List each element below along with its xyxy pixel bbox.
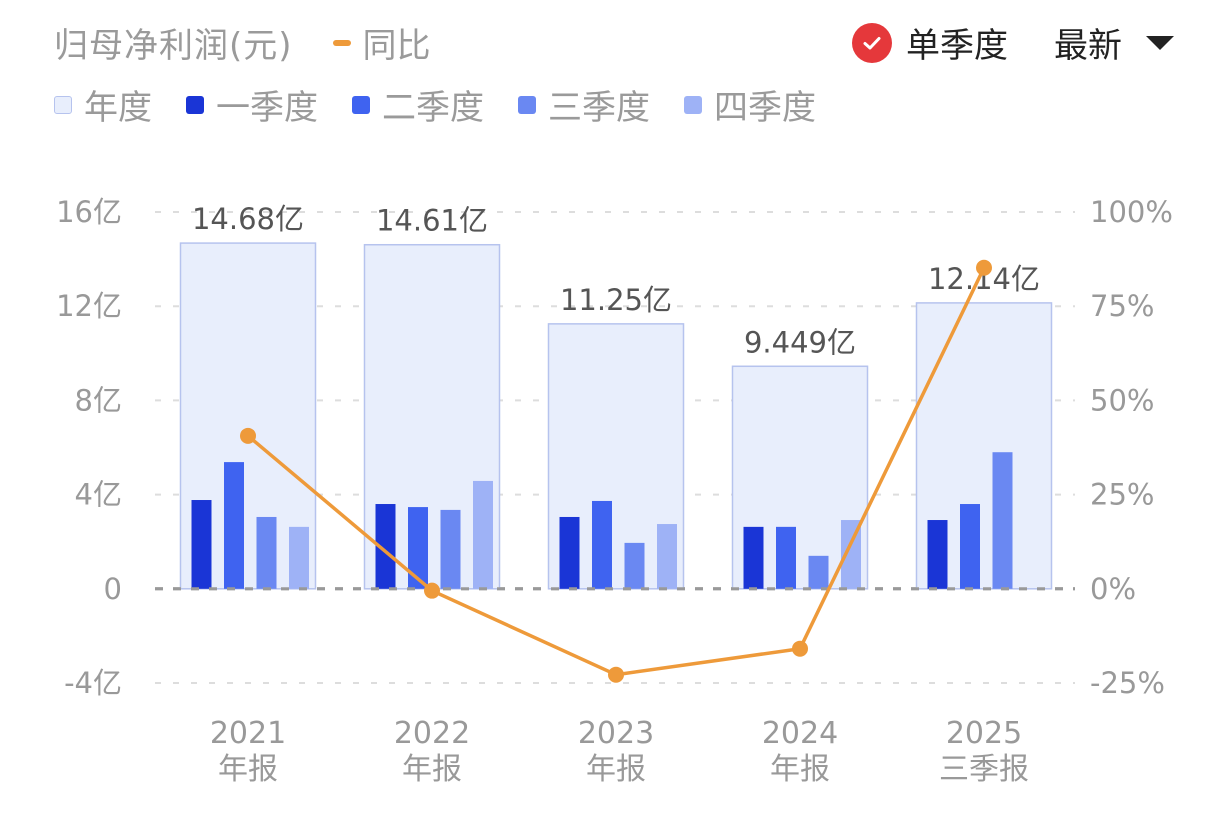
quarter-bar-q2[interactable] (408, 507, 428, 589)
y-axis-left-tick: 12亿 (56, 289, 122, 323)
yoy-point[interactable] (976, 259, 992, 276)
y-axis-left-tick: 4亿 (75, 478, 122, 512)
quarter-bar-q3[interactable] (256, 516, 277, 589)
yoy-point[interactable] (424, 582, 440, 599)
quarter-bar-q4[interactable] (657, 524, 677, 589)
x-axis-category-label: 年报 (770, 752, 830, 787)
y-axis-left-tick: 8亿 (75, 383, 122, 417)
x-axis-category-label: 2023 (578, 716, 654, 751)
legend-item-yoy[interactable]: 同比 (332, 18, 431, 67)
legend-item-annual[interactable]: 年度 (54, 80, 152, 129)
quarter-bar-q1[interactable] (559, 516, 580, 589)
x-axis-category-label: 2024 (762, 716, 838, 751)
quarter-bar-q2[interactable] (960, 504, 980, 589)
single-quarter-toggle[interactable]: 单季度 (906, 26, 1008, 66)
legend-item-q2[interactable]: 二季度 (352, 80, 484, 129)
x-axis-category-label: 年报 (218, 752, 278, 787)
quarter-bar-q2[interactable] (776, 526, 796, 589)
chart-controls: 单季度 最新 (852, 18, 1174, 67)
quarter-bar-q3[interactable] (808, 555, 829, 589)
quarter-bar-q4[interactable] (473, 480, 493, 589)
annual-value-label: 14.68亿 (192, 202, 304, 236)
checkbox-checked-icon[interactable] (852, 22, 892, 63)
y-axis-right-tick: 50% (1090, 383, 1154, 417)
x-axis-category-label: 年报 (402, 752, 462, 787)
bar-group[interactable]: 14.68亿 (179, 202, 317, 590)
legend-item-q4[interactable]: 四季度 (684, 80, 816, 129)
x-axis-category-label: 年报 (586, 752, 646, 787)
quarter-bar-q4[interactable] (289, 526, 309, 589)
annual-value-label: 9.449亿 (744, 325, 856, 359)
chart-title: 归母净利润(元) (54, 26, 293, 66)
x-axis-category-label: 三季报 (939, 752, 1029, 787)
q3-swatch-icon (518, 95, 536, 114)
quarter-bar-q4[interactable] (841, 520, 861, 589)
q2-swatch-icon (352, 95, 370, 114)
period-select[interactable]: 最新 (1054, 26, 1122, 66)
annual-value-label: 11.25亿 (560, 283, 672, 317)
legend-label: 年度 (84, 88, 152, 128)
x-axis-category-label: 2025 (946, 716, 1022, 751)
legend-label: 三季度 (548, 88, 650, 128)
legend: 年度 一季度 二季度 三季度 四季度 (54, 80, 850, 129)
bar-group[interactable]: 14.61亿 (363, 204, 501, 590)
y-axis-right-tick: -25% (1090, 666, 1165, 700)
quarter-bar-q3[interactable] (992, 452, 1013, 589)
quarter-bar-q2[interactable] (592, 500, 612, 589)
yoy-point[interactable] (792, 640, 808, 657)
legend-item-q3[interactable]: 三季度 (518, 80, 650, 129)
legend-label: 一季度 (216, 88, 318, 128)
legend-label: 四季度 (714, 88, 816, 128)
quarter-bar-q1[interactable] (191, 500, 212, 589)
quarter-bar-q3[interactable] (440, 509, 461, 589)
quarter-bar-q3[interactable] (624, 542, 645, 589)
legend-label: 二季度 (382, 88, 484, 128)
bar-group[interactable]: 11.25亿 (547, 283, 685, 590)
y-axis-left-tick: 16亿 (56, 195, 122, 229)
quarter-bar-q1[interactable] (743, 526, 764, 589)
legend-label-yoy: 同比 (362, 26, 431, 66)
quarter-bar-q1[interactable] (375, 504, 396, 589)
legend-item-q1[interactable]: 一季度 (186, 80, 318, 129)
yoy-point[interactable] (240, 427, 256, 444)
quarter-bar-q2[interactable] (224, 462, 244, 589)
y-axis-left-tick: 0 (104, 572, 122, 606)
y-axis-left-tick: -4亿 (64, 666, 122, 700)
q1-swatch-icon (186, 95, 204, 114)
title-row: 归母净利润(元) 同比 (54, 18, 431, 67)
annual-swatch-icon (54, 95, 72, 114)
y-axis-right-tick: 25% (1090, 478, 1154, 512)
q4-swatch-icon (684, 95, 702, 114)
chart-header: 归母净利润(元) 同比 单季度 最新 年度 一季度 二季度 三季度 (0, 0, 1224, 140)
bar-group[interactable]: 12.14亿 (915, 262, 1053, 590)
annual-value-label: 14.61亿 (376, 204, 488, 238)
y-axis-right-tick: 100% (1090, 195, 1173, 229)
y-axis-right-tick: 75% (1090, 289, 1154, 323)
quarter-bar-q1[interactable] (927, 520, 948, 589)
chevron-down-icon[interactable] (1146, 35, 1174, 50)
x-axis-category-label: 2021 (210, 716, 286, 751)
y-axis-right-tick: 0% (1090, 572, 1136, 606)
x-axis-category-label: 2022 (394, 716, 470, 751)
line-swatch-icon (332, 39, 351, 46)
yoy-point[interactable] (608, 666, 624, 683)
